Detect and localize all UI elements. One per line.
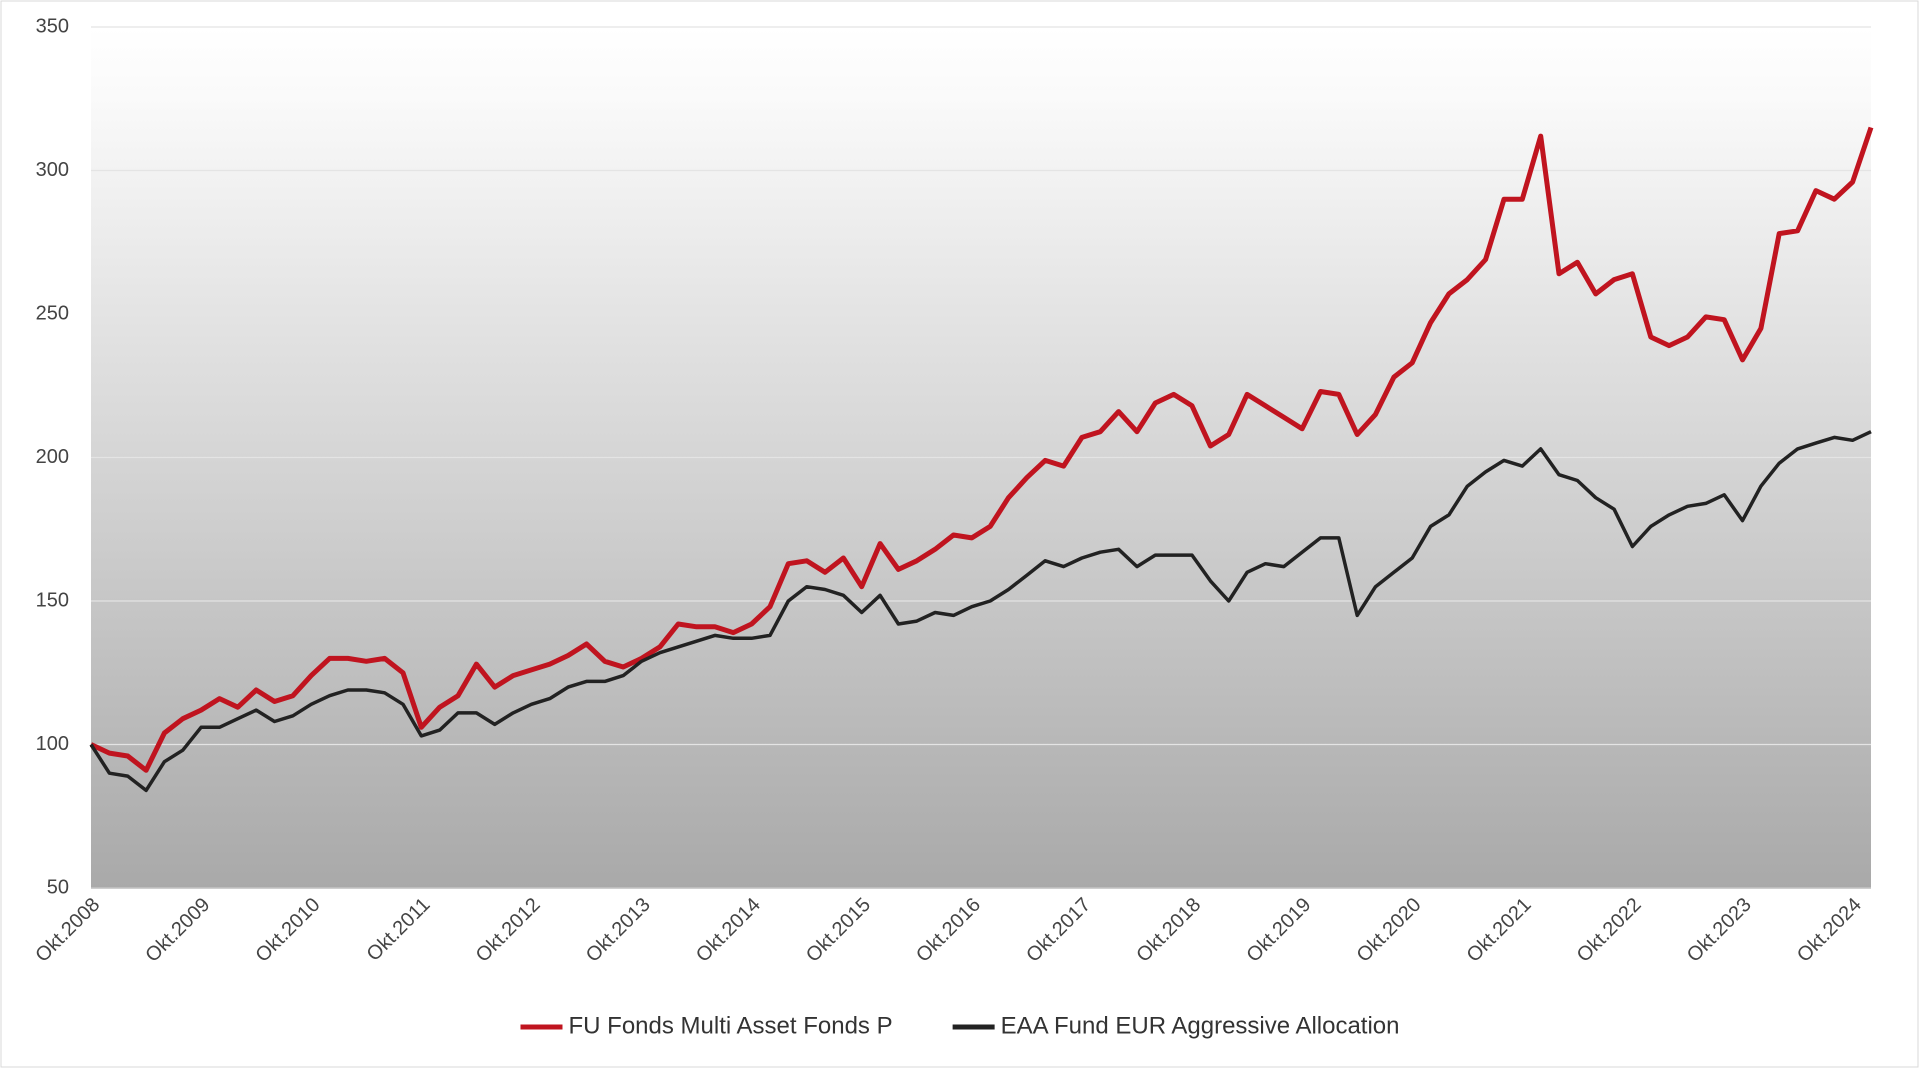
series-line xyxy=(89,430,1872,793)
y-tick-label: 250 xyxy=(36,302,69,324)
legend-item: FU Fonds Multi Asset Fonds P xyxy=(520,1012,893,1039)
y-tick-label: 50 xyxy=(47,876,69,898)
legend-label: FU Fonds Multi Asset Fonds P xyxy=(568,1012,892,1039)
series-line xyxy=(89,126,1874,773)
y-tick-label: 200 xyxy=(36,446,69,468)
legend-label: EAA Fund EUR Aggressive Allocation xyxy=(1001,1012,1400,1039)
y-tick-label: 300 xyxy=(36,159,69,181)
y-tick-label: 100 xyxy=(36,733,69,755)
y-tick-label: 150 xyxy=(36,589,69,611)
legend: FU Fonds Multi Asset Fonds P EAA Fund EUR… xyxy=(520,1012,1400,1039)
y-tick-label: 350 xyxy=(36,15,69,37)
legend-item: EAA Fund EUR Aggressive Allocation xyxy=(952,1012,1400,1039)
